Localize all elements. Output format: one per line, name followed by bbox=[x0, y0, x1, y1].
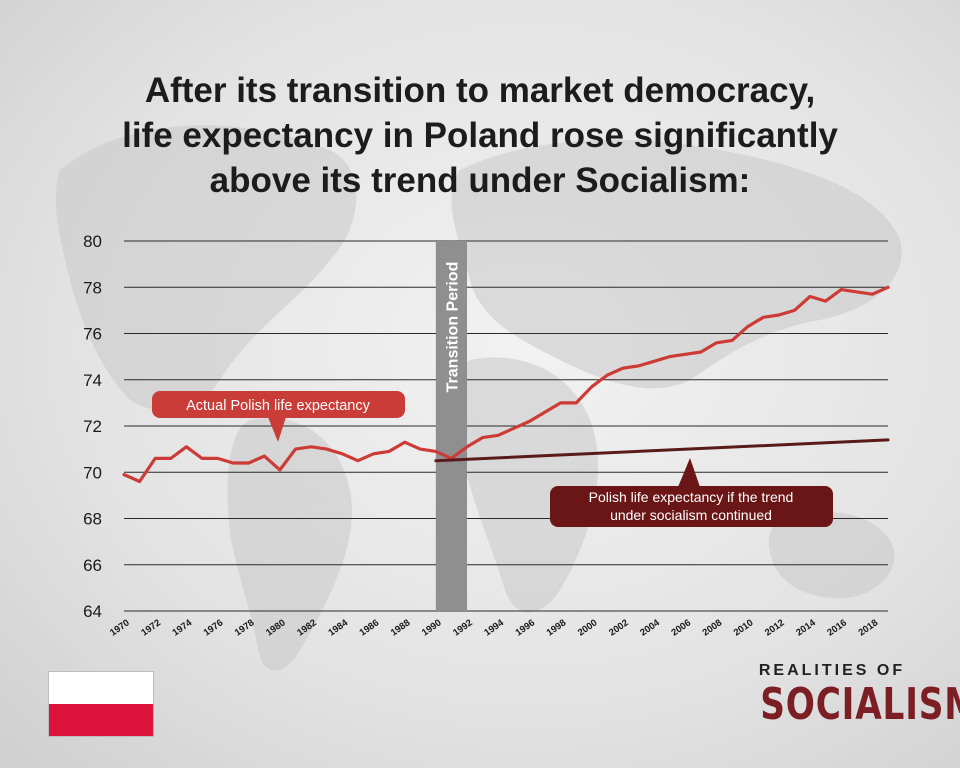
x-tick-label: 1972 bbox=[139, 617, 163, 638]
x-tick-label: 1990 bbox=[420, 617, 444, 638]
x-tick-label: 1994 bbox=[482, 617, 506, 639]
flag-white-stripe bbox=[49, 672, 153, 704]
y-tick-label: 68 bbox=[83, 510, 102, 529]
x-tick-label: 1984 bbox=[326, 617, 350, 639]
x-tick-label: 2002 bbox=[607, 617, 631, 638]
x-tick-label: 2008 bbox=[701, 617, 725, 638]
y-tick-label: 78 bbox=[83, 278, 102, 297]
y-tick-label: 74 bbox=[83, 371, 102, 390]
title-emphasis: Socialism: bbox=[575, 161, 751, 200]
x-tick-label: 1978 bbox=[233, 617, 257, 638]
x-tick-label: 2014 bbox=[794, 617, 818, 639]
flag-red-stripe bbox=[49, 704, 153, 736]
actual-callout-label: Actual Polish life expectancy bbox=[186, 398, 371, 414]
x-tick-label: 1980 bbox=[264, 617, 288, 638]
x-tick-label: 1982 bbox=[295, 617, 319, 638]
x-tick-label: 1970 bbox=[108, 617, 132, 638]
trend-callout-label-line-1: Polish life expectancy if the trend bbox=[589, 489, 794, 505]
y-tick-label: 76 bbox=[83, 325, 102, 344]
chart-title: After its transition to market democracy… bbox=[40, 68, 920, 203]
x-tick-label: 1988 bbox=[389, 617, 413, 638]
actual-series-line bbox=[122, 285, 890, 484]
y-tick-label: 64 bbox=[83, 602, 102, 621]
y-tick-label: 80 bbox=[83, 232, 102, 251]
x-tick-label: 2010 bbox=[732, 617, 756, 638]
brand-logo: REALITIES OF SOCIALISM bbox=[740, 662, 960, 730]
y-tick-label: 66 bbox=[83, 556, 102, 575]
title-line-1: After its transition to market democracy… bbox=[144, 71, 816, 110]
brand-wordmark: SOCIALISM bbox=[760, 679, 960, 730]
actual-callout-pointer bbox=[268, 417, 286, 442]
x-tick-label: 1992 bbox=[451, 617, 475, 638]
transition-band-label: Transition Period bbox=[444, 262, 461, 393]
x-tick-label: 1996 bbox=[513, 617, 537, 638]
x-tick-label: 1986 bbox=[358, 617, 382, 638]
x-tick-label: 1998 bbox=[545, 617, 569, 638]
transition-band bbox=[435, 241, 468, 611]
x-tick-label: 2016 bbox=[825, 617, 849, 638]
trend-callout-box bbox=[550, 486, 833, 527]
y-tick-label: 72 bbox=[83, 417, 102, 436]
y-tick-label: 70 bbox=[83, 463, 102, 482]
brand-subtitle: REALITIES OF bbox=[758, 662, 906, 679]
x-tick-label: 2018 bbox=[857, 617, 881, 638]
trend-callout-pointer bbox=[678, 458, 700, 487]
poland-flag bbox=[48, 671, 154, 737]
actual-callout-box bbox=[152, 391, 405, 418]
title-line-2: life expectancy in Poland rose significa… bbox=[122, 116, 838, 155]
title-line-3: above its trend under Socialism: bbox=[40, 158, 920, 203]
x-tick-label: 1974 bbox=[170, 617, 194, 639]
trend-series-line bbox=[434, 438, 890, 463]
x-tick-label: 2004 bbox=[638, 617, 662, 639]
x-tick-label: 2000 bbox=[576, 617, 600, 638]
x-tick-label: 2012 bbox=[763, 617, 787, 638]
title-line-3-text: above its trend under bbox=[209, 161, 576, 200]
x-tick-label: 2006 bbox=[669, 617, 693, 638]
trend-callout-label-line-2: under socialism continued bbox=[610, 507, 772, 523]
x-tick-label: 1976 bbox=[202, 617, 226, 638]
